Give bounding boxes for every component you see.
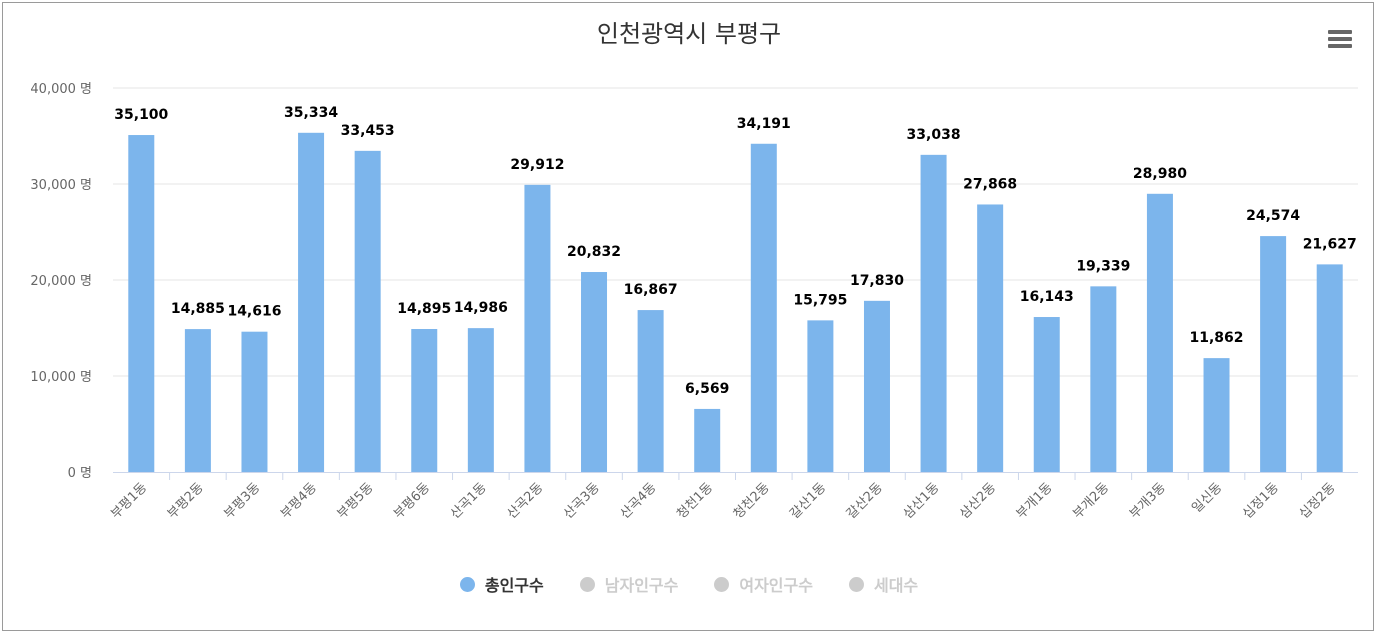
bar[interactable] (467, 328, 494, 472)
x-tick-label: 부개1동 (1014, 480, 1056, 522)
menu-icon[interactable] (1326, 28, 1354, 50)
bar[interactable] (184, 329, 211, 472)
data-label: 16,143 (1020, 289, 1074, 305)
y-tick-label: 10,000 명 (30, 370, 92, 385)
legend-marker (714, 576, 730, 592)
data-label: 11,862 (1190, 330, 1244, 346)
legend-label: 남자인구수 (604, 576, 679, 595)
y-tick-label: 30,000 명 (30, 178, 92, 193)
data-label: 15,795 (793, 292, 847, 308)
x-tick-label: 십정1동 (1240, 480, 1282, 522)
legend-item[interactable]: 여자인구수 (714, 572, 813, 596)
chart-legend: 총인구수 남자인구수 여자인구수 세대수 (0, 572, 1378, 596)
x-tick-label: 부개3동 (1127, 480, 1169, 522)
data-label: 17,830 (850, 273, 904, 289)
bar[interactable] (241, 331, 268, 472)
bar[interactable] (1090, 286, 1117, 472)
bar[interactable] (637, 310, 664, 472)
x-tick-label: 갈산1동 (787, 480, 829, 522)
legend-item[interactable]: 세대수 (848, 572, 919, 596)
x-tick-label: 부평5동 (335, 480, 377, 522)
x-tick-label: 부평4동 (278, 480, 320, 522)
bar[interactable] (1316, 264, 1343, 472)
data-label: 33,038 (907, 127, 961, 143)
data-label: 16,867 (624, 282, 678, 298)
legend-marker (848, 576, 864, 592)
x-tick-label: 부평2동 (165, 480, 207, 522)
bar[interactable] (920, 154, 947, 472)
legend-label: 여자인구수 (739, 576, 813, 595)
y-tick-label: 0 명 (68, 466, 92, 481)
legend-label: 총인구수 (484, 576, 544, 595)
bar[interactable] (807, 320, 834, 472)
data-label: 28,980 (1133, 166, 1187, 182)
bar[interactable] (1033, 317, 1060, 472)
data-label: 6,569 (685, 381, 729, 397)
y-tick-label: 20,000 명 (30, 274, 92, 289)
data-label: 27,868 (963, 176, 1017, 192)
bar[interactable] (750, 143, 777, 472)
chart-title: 인천광역시 부평구 (596, 20, 782, 48)
bar[interactable] (298, 132, 325, 473)
x-tick-label: 산곡1동 (448, 480, 490, 522)
data-label: 14,885 (171, 301, 225, 317)
bar[interactable] (354, 150, 381, 472)
data-label: 33,453 (341, 123, 395, 139)
data-label: 24,574 (1246, 208, 1300, 224)
y-tick-label: 40,000 명 (30, 82, 92, 97)
data-label: 20,832 (567, 244, 621, 260)
data-label: 14,895 (397, 301, 451, 317)
legend-marker (579, 576, 595, 592)
bar[interactable] (524, 184, 551, 473)
bar[interactable] (581, 272, 608, 472)
bar[interactable] (694, 408, 721, 472)
x-tick-label: 산곡2동 (504, 480, 546, 522)
legend-marker (459, 576, 475, 592)
x-tick-label: 부평3동 (221, 480, 263, 522)
data-label: 14,616 (227, 304, 281, 320)
x-tick-label: 청천2동 (731, 480, 773, 522)
bar[interactable] (1203, 358, 1230, 472)
bar[interactable] (411, 329, 438, 472)
x-tick-label: 갈산2동 (844, 480, 886, 522)
data-label: 14,986 (454, 300, 508, 316)
x-tick-label: 청천1동 (674, 480, 716, 522)
legend-label: 세대수 (873, 576, 919, 595)
data-label: 21,627 (1303, 236, 1357, 252)
data-label: 34,191 (737, 116, 791, 132)
bar[interactable] (1260, 236, 1287, 472)
x-tick-label: 산곡4동 (618, 480, 660, 522)
x-tick-label: 십정2동 (1297, 480, 1339, 522)
x-tick-label: 산곡3동 (561, 480, 603, 522)
x-tick-label: 삼산1동 (901, 480, 943, 522)
x-tick-label: 삼산2동 (957, 480, 999, 522)
x-tick-label: 부개2동 (1070, 480, 1112, 522)
bar[interactable] (1146, 193, 1173, 473)
bar[interactable] (977, 204, 1004, 472)
x-tick-label: 부평1동 (108, 480, 150, 522)
data-label: 19,339 (1076, 258, 1130, 274)
data-label: 29,912 (510, 157, 564, 173)
x-tick-label: 부평6동 (391, 480, 433, 522)
legend-item[interactable]: 남자인구수 (579, 572, 679, 596)
bar[interactable] (128, 135, 155, 473)
legend-item[interactable]: 총인구수 (459, 572, 544, 596)
bar[interactable] (863, 300, 890, 472)
data-label: 35,100 (114, 107, 168, 123)
data-label: 35,334 (284, 105, 338, 121)
x-tick-label: 일신동 (1189, 480, 1225, 516)
